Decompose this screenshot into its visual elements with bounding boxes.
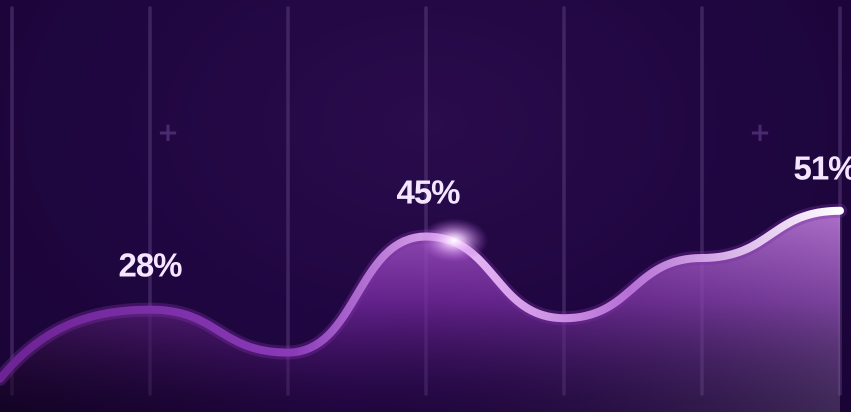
grid-layer bbox=[10, 6, 842, 396]
area-shading bbox=[0, 210, 840, 412]
peak-glow bbox=[420, 218, 488, 263]
plus-marker-1: + bbox=[749, 118, 771, 148]
data-label-1: 28% bbox=[118, 247, 182, 284]
data-label-6: 51% bbox=[793, 150, 851, 187]
plus-marker-0: + bbox=[157, 118, 179, 148]
data-label-3: 45% bbox=[396, 174, 460, 211]
data-label-layer: 28% 45% 51% bbox=[118, 150, 851, 284]
area-layer bbox=[0, 203, 847, 412]
decoration-layer: + + bbox=[157, 118, 771, 148]
